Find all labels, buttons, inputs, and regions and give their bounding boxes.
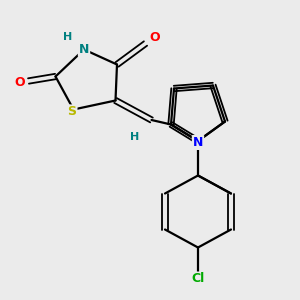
Text: H: H — [130, 131, 140, 142]
Text: O: O — [149, 31, 160, 44]
Text: H: H — [63, 32, 72, 42]
Text: N: N — [79, 43, 89, 56]
Text: O: O — [14, 76, 25, 89]
Text: Cl: Cl — [191, 272, 205, 286]
Text: S: S — [68, 105, 76, 119]
Text: N: N — [193, 136, 203, 149]
